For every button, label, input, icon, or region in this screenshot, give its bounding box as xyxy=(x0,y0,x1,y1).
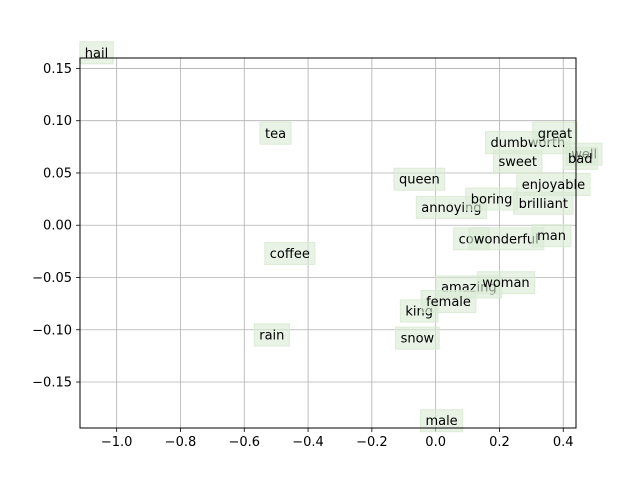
x-axis: −1.0 −0.8 −0.6 −0.4 −0.2 0.0 0.2 0.4 xyxy=(101,428,574,450)
point-label: wonderful xyxy=(474,232,539,247)
point-label-box xyxy=(259,121,292,145)
y-tick-label: −0.05 xyxy=(32,271,72,286)
point-rain: rain xyxy=(253,323,290,347)
point-female: female xyxy=(420,290,477,314)
x-tick-label: −1.0 xyxy=(101,435,133,450)
point-label-box xyxy=(419,409,464,433)
point-label: brilliant xyxy=(519,197,568,212)
point-label: man xyxy=(537,229,566,244)
point-sweet: sweet xyxy=(492,149,543,173)
point-label: snow xyxy=(401,332,435,347)
x-tick-label: −0.4 xyxy=(292,435,324,450)
point-label: boring xyxy=(471,193,513,208)
y-tick-label: 0.15 xyxy=(43,62,72,77)
point-label: coffee xyxy=(270,247,310,262)
y-tick-label: 0.00 xyxy=(43,219,72,234)
point-label-box xyxy=(532,121,578,145)
y-tick-label: 0.05 xyxy=(43,166,72,181)
point-woman: woman xyxy=(476,271,536,295)
point-label: tea xyxy=(265,127,286,142)
point-label-box xyxy=(476,271,536,295)
point-label-box xyxy=(420,290,477,314)
point-label-box xyxy=(516,172,591,196)
point-label-box xyxy=(562,146,599,170)
x-tick-label: 0.4 xyxy=(553,435,574,450)
y-tick-label: −0.15 xyxy=(32,376,72,391)
point-label-box xyxy=(393,167,446,191)
point-label: female xyxy=(426,295,471,310)
point-label: sweet xyxy=(498,155,536,170)
point-label: woman xyxy=(482,276,529,291)
point-label: enjoyable xyxy=(522,178,585,193)
point-wonderful: wonderful xyxy=(468,227,545,251)
point-bad: bad xyxy=(562,146,599,170)
point-tea: tea xyxy=(259,121,292,145)
x-tick-label: −0.8 xyxy=(165,435,197,450)
y-axis: 0.15 0.10 0.05 0.00 −0.05 −0.10 −0.15 xyxy=(32,62,80,391)
point-label: queen xyxy=(399,173,440,188)
point-hail: hail xyxy=(79,41,114,65)
point-queen: queen xyxy=(393,167,446,191)
point-label: male xyxy=(425,414,457,429)
point-man: man xyxy=(531,224,572,248)
point-coffee: coffee xyxy=(264,241,316,265)
point-label-box xyxy=(264,241,316,265)
x-tick-label: 0.0 xyxy=(425,435,446,450)
point-label: bad xyxy=(568,152,592,167)
point-label-box xyxy=(253,323,290,347)
point-brilliant: brilliant xyxy=(513,191,574,215)
point-label-box xyxy=(395,326,440,350)
point-label: hail xyxy=(85,46,108,61)
point-snow: snow xyxy=(395,326,440,350)
plot-frame xyxy=(79,57,577,429)
point-enjoyable: enjoyable xyxy=(516,172,591,196)
point-label-box xyxy=(531,224,572,248)
point-label-box xyxy=(492,149,543,173)
x-tick-label: 0.2 xyxy=(489,435,510,450)
point-label: great xyxy=(538,127,572,142)
y-tick-label: −0.10 xyxy=(32,323,72,338)
point-boring: boring xyxy=(465,187,518,211)
x-tick-label: −0.2 xyxy=(356,435,388,450)
point-label: rain xyxy=(259,328,284,343)
point-labels: hailteacoffeerainqueenannoyingkingsnowma… xyxy=(79,41,603,433)
x-tick-label: −0.6 xyxy=(228,435,260,450)
point-male: male xyxy=(419,409,464,433)
point-great: great xyxy=(532,121,578,145)
y-tick-label: 0.10 xyxy=(43,114,72,129)
